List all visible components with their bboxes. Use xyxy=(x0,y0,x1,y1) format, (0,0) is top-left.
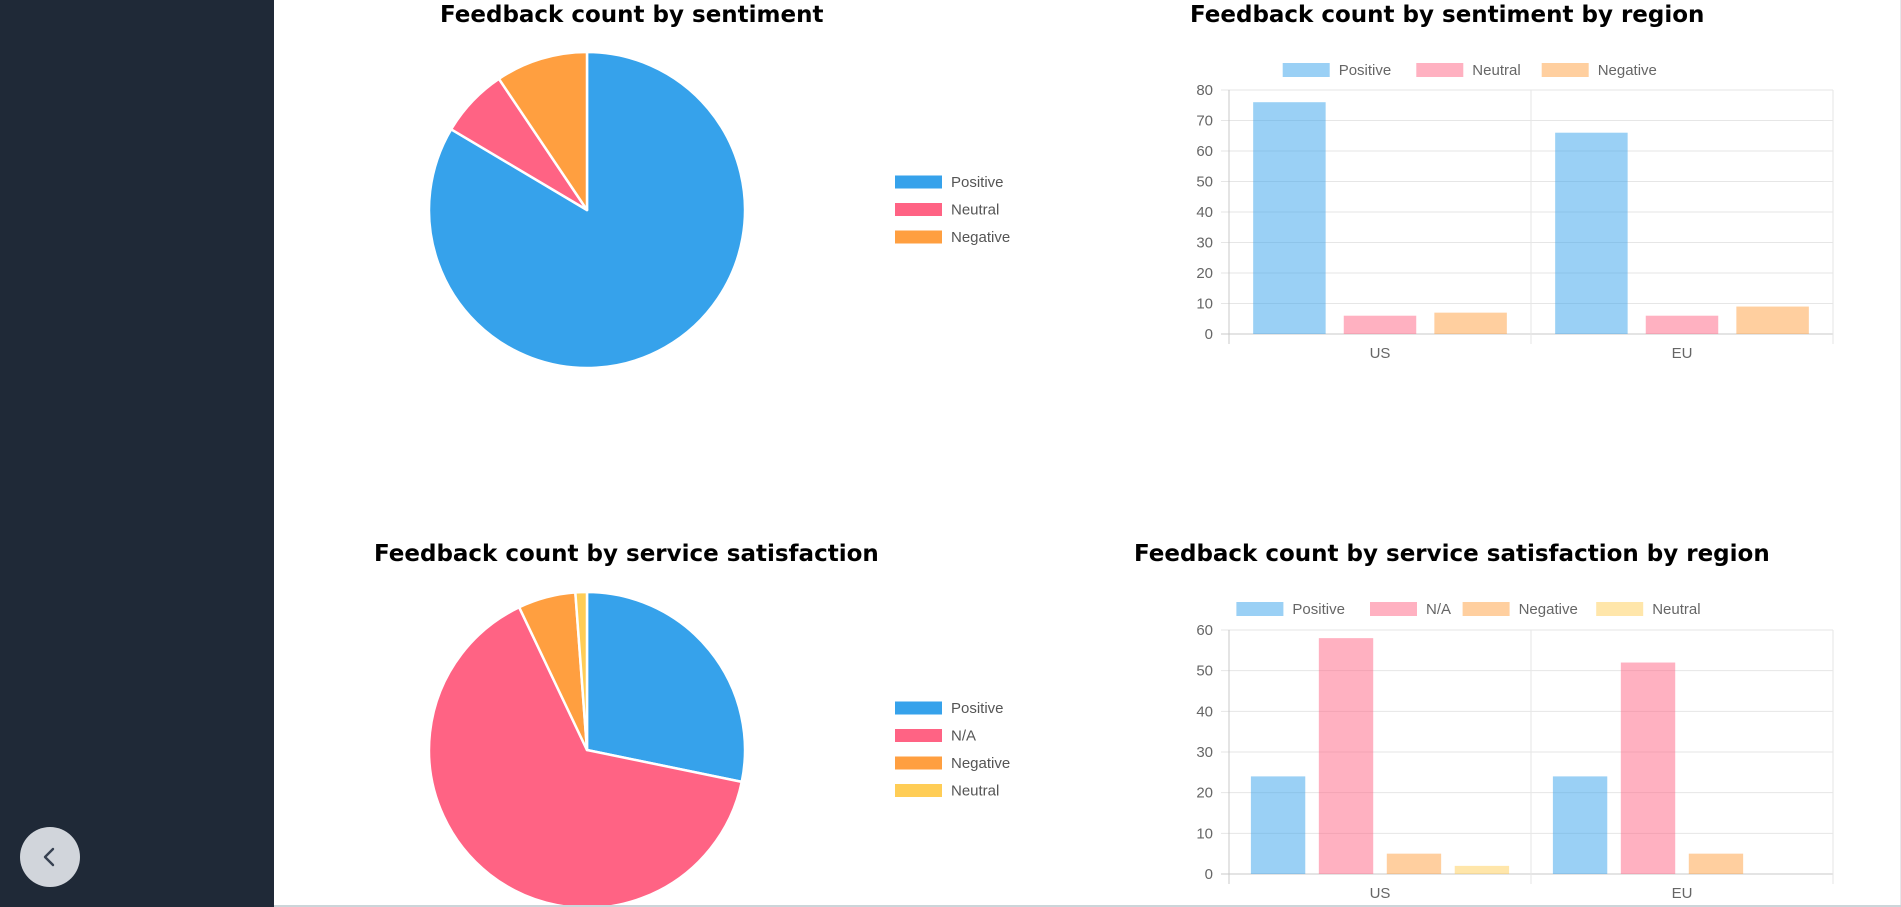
legend-swatch-positive xyxy=(1282,63,1330,77)
y-tick-label: 40 xyxy=(1196,703,1213,720)
legend-label-positive: Positive xyxy=(951,174,1004,191)
x-tick-label: EU xyxy=(1672,885,1693,902)
x-tick-label: US xyxy=(1370,885,1391,902)
legend-swatch-n-a xyxy=(1370,602,1417,616)
legend-label-neutral: Neutral xyxy=(1652,601,1700,618)
bar-us-positive xyxy=(1250,776,1306,874)
y-tick-label: 60 xyxy=(1196,143,1213,160)
bar-us-negative xyxy=(1386,853,1442,874)
legend-swatch-positive xyxy=(895,701,942,715)
legend-swatch-negative xyxy=(1462,602,1510,616)
y-tick-label: 10 xyxy=(1196,825,1213,842)
legend-swatch-neutral xyxy=(1596,602,1644,616)
sidebar xyxy=(0,0,274,907)
y-tick-label: 70 xyxy=(1196,113,1213,130)
legend-swatch-negative xyxy=(895,756,942,770)
bar-us-positive xyxy=(1253,102,1326,334)
legend-label-positive: Positive xyxy=(1339,62,1392,79)
charts-canvas: Positive Neutral Negative 0 10 20 30 40 50 60 70 8… xyxy=(427,50,1834,907)
bar-us-neutral xyxy=(1454,865,1510,874)
y-tick-label: 30 xyxy=(1196,744,1213,761)
y-tick-label: 80 xyxy=(1196,82,1213,99)
chart-title-sentiment-region: Feedback count by sentiment by region xyxy=(1190,2,1705,28)
collapse-sidebar-button[interactable] xyxy=(20,827,80,887)
legend-swatch-neutral xyxy=(895,784,942,797)
y-tick-label: 20 xyxy=(1196,265,1213,282)
pie-slice-neutral xyxy=(574,590,589,752)
bar-eu-neutral xyxy=(1645,315,1719,334)
bar-us-neutral xyxy=(1343,315,1417,334)
legend-swatch-negative xyxy=(895,230,942,244)
legend-label-negative: Negative xyxy=(1519,601,1578,618)
bar-chart-sentiment-region: 0 10 20 30 40 50 60 70 80 US EU Positive Neutral Nega… xyxy=(1196,62,1834,362)
legend-swatch-neutral xyxy=(1416,63,1464,77)
bar-us-n-a xyxy=(1318,638,1374,874)
pie-chart-service-satisfaction: Positive N/A Negative Neutral xyxy=(427,590,1010,907)
legend-swatch-neutral xyxy=(895,203,942,216)
legend-label-n-a: N/A xyxy=(951,728,976,745)
bar-eu-positive xyxy=(1552,776,1608,874)
chevron-left-icon xyxy=(43,847,55,867)
y-tick-label: 50 xyxy=(1196,174,1213,191)
pie-slice-negative xyxy=(497,50,589,212)
y-tick-label: 20 xyxy=(1196,785,1213,802)
legend-swatch-n-a xyxy=(895,729,942,742)
legend-label-positive: Positive xyxy=(951,700,1004,717)
y-tick-label: 50 xyxy=(1196,663,1213,680)
legend-label-negative: Negative xyxy=(1598,62,1657,79)
pie-chart-sentiment: Positive Neutral Negative xyxy=(427,50,1010,370)
bottom-border xyxy=(274,905,1901,907)
legend-label-n-a: N/A xyxy=(1426,601,1451,618)
chart-title-service-satisfaction-region: Feedback count by service satisfaction b… xyxy=(1134,541,1770,567)
y-tick-label: 60 xyxy=(1196,622,1213,639)
legend-swatch-positive xyxy=(895,175,942,189)
legend-swatch-positive xyxy=(1236,602,1284,616)
x-tick-label: EU xyxy=(1672,345,1693,362)
y-tick-label: 30 xyxy=(1196,235,1213,252)
chart-title-service-satisfaction: Feedback count by service satisfaction xyxy=(374,541,879,567)
legend-label-neutral: Neutral xyxy=(951,202,999,219)
legend-label-negative: Negative xyxy=(951,229,1010,246)
legend-label-neutral: Neutral xyxy=(1472,62,1520,79)
dashboard-main: Feedback count by sentiment Feedback cou… xyxy=(274,0,1901,907)
bar-chart-service-satisfaction-region: 0 10 20 30 40 50 60 US EU Positive N/A Negative Neut… xyxy=(1196,601,1834,902)
bar-us-negative xyxy=(1434,312,1507,334)
legend-label-positive: Positive xyxy=(1292,601,1345,618)
pie-slice-positive xyxy=(585,590,747,784)
y-tick-label: 40 xyxy=(1196,204,1213,221)
legend-label-negative: Negative xyxy=(951,755,1010,772)
y-tick-label: 0 xyxy=(1205,326,1213,343)
legend-label-neutral: Neutral xyxy=(951,783,999,800)
chart-title-sentiment: Feedback count by sentiment xyxy=(440,2,824,28)
bar-eu-negative xyxy=(1688,853,1744,874)
pie-slice-n-a xyxy=(427,606,743,907)
bar-eu-positive xyxy=(1555,132,1628,334)
y-tick-label: 10 xyxy=(1196,296,1213,313)
y-tick-label: 0 xyxy=(1205,866,1213,883)
bar-eu-n-a xyxy=(1620,662,1676,874)
legend-swatch-negative xyxy=(1541,63,1589,77)
x-tick-label: US xyxy=(1370,345,1391,362)
bar-eu-negative xyxy=(1736,306,1809,334)
